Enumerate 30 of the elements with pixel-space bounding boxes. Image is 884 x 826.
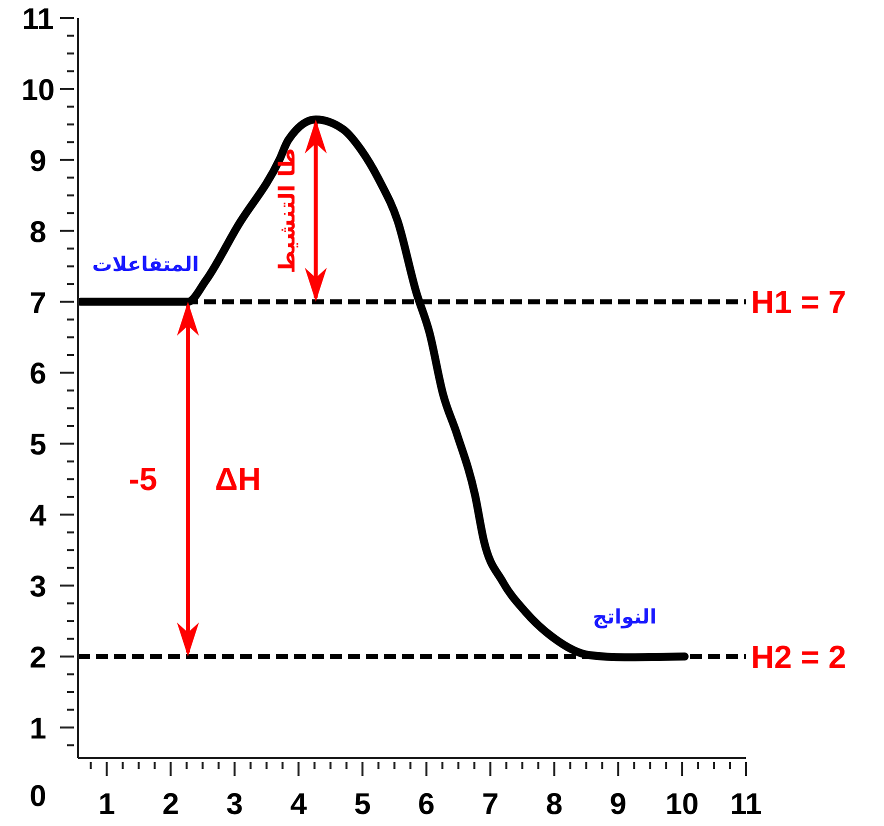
y-tick-label: 6 [30,358,46,391]
text: 0 [30,780,46,813]
x-tick-label: 5 [354,788,371,821]
x-tick-label: 6 [418,788,435,821]
y-tick-label: 2 [30,642,46,675]
annotation: المتفاعلات [92,252,199,276]
ref-line-label: H2 = 2 [751,638,846,675]
y-tick-label: 3 [30,570,46,604]
y-tick-label: 8 [30,216,46,249]
x-tick-label: 10 [665,788,699,821]
annotation: النواتج [592,604,657,629]
y-tick-label: 4 [30,500,47,533]
x-tick-label: 9 [610,788,626,821]
annotation: ΔH [214,461,262,498]
y-tick-label: 9 [30,144,46,178]
annotation: -5 [128,461,158,498]
x-tick-label: 7 [482,788,499,821]
x-tick-label: 2 [162,788,180,821]
x-tick-label: 11 [730,788,762,821]
y-tick-label: 11 [22,3,54,36]
x-tick-label: 4 [290,788,308,821]
ref-line-label: H1 = 7 [751,284,846,320]
x-tick-label: 1 [98,788,116,821]
x-tick-label: 8 [546,788,563,821]
y-tick-label: 5 [30,428,46,462]
annotation: طا التنشيط [275,148,300,274]
y-tick-label: 1 [30,712,46,746]
x-tick-label: 3 [226,788,243,821]
y-tick-label: 10 [21,74,55,107]
y-tick-label: 7 [30,286,46,320]
